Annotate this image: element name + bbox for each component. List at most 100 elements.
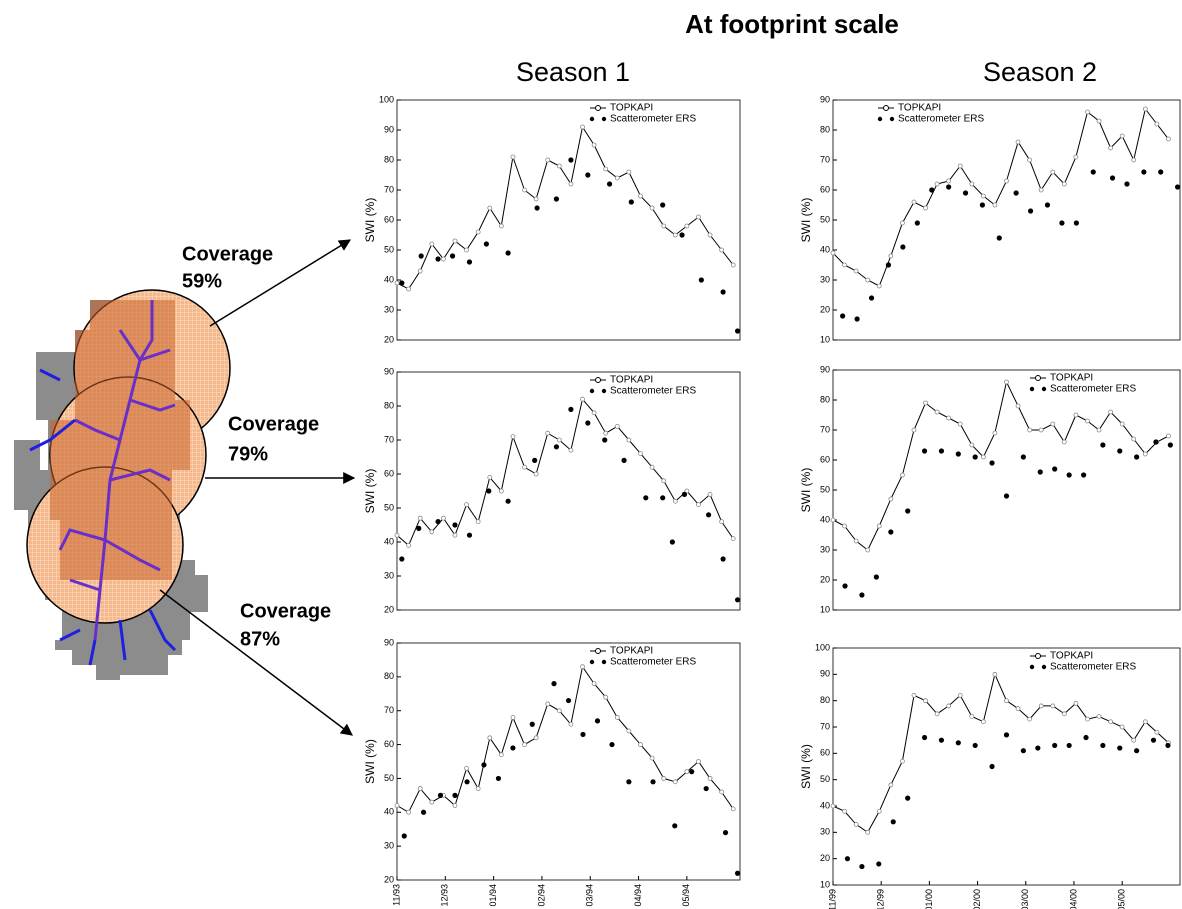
scatter-point bbox=[873, 574, 879, 580]
line-marker bbox=[545, 701, 551, 707]
line-marker bbox=[707, 776, 713, 781]
line-marker bbox=[830, 517, 836, 523]
scatter-point bbox=[938, 737, 945, 743]
x-tick-label: 02/94 bbox=[536, 884, 546, 907]
line-marker bbox=[464, 247, 469, 253]
line-marker bbox=[1038, 187, 1044, 193]
arrow bbox=[209, 239, 352, 327]
line-marker bbox=[1166, 433, 1171, 439]
plot-frame bbox=[832, 99, 1181, 341]
scatter-point bbox=[553, 196, 560, 202]
line-marker bbox=[661, 776, 667, 781]
y-tick-label: 70 bbox=[820, 424, 830, 434]
scatter-point bbox=[705, 512, 712, 518]
line-marker bbox=[969, 714, 975, 719]
line-marker bbox=[900, 472, 905, 478]
legend-label: TOPKAPI bbox=[1050, 373, 1093, 384]
scatter-point bbox=[722, 830, 729, 836]
scatter-point bbox=[510, 745, 516, 751]
y-axis-label: SWI (%) bbox=[799, 744, 813, 789]
line-marker bbox=[911, 693, 917, 698]
scatter-point bbox=[1003, 493, 1010, 499]
river-outlets bbox=[29, 368, 177, 666]
legend-marker bbox=[601, 388, 607, 394]
line-marker bbox=[719, 789, 725, 795]
line-marker bbox=[556, 708, 562, 714]
scatter-point bbox=[1090, 169, 1096, 175]
line-marker bbox=[661, 223, 667, 229]
line-marker bbox=[603, 694, 609, 700]
line-marker bbox=[417, 786, 423, 791]
scatter-point bbox=[921, 734, 928, 741]
line-marker bbox=[510, 154, 516, 160]
scatter-point bbox=[914, 220, 920, 226]
line-marker bbox=[417, 515, 423, 521]
legend-marker bbox=[595, 648, 601, 654]
line-marker bbox=[1050, 703, 1056, 709]
y-tick-label: 80 bbox=[384, 671, 394, 681]
legend-label: TOPKAPI bbox=[610, 103, 653, 114]
legend-marker bbox=[589, 116, 595, 122]
line-marker bbox=[1061, 711, 1067, 717]
line-marker bbox=[1131, 436, 1137, 442]
line-marker bbox=[1131, 157, 1137, 163]
y-tick-label: 50 bbox=[384, 244, 394, 254]
line-marker bbox=[626, 728, 632, 734]
legend-marker bbox=[589, 388, 595, 394]
line-marker bbox=[957, 693, 963, 698]
line-marker bbox=[876, 283, 882, 289]
line-marker bbox=[522, 464, 527, 470]
scatter-point bbox=[466, 532, 473, 538]
line-marker bbox=[1027, 427, 1033, 433]
y-tick-label: 30 bbox=[384, 841, 394, 851]
line-marker bbox=[684, 488, 690, 494]
line-marker bbox=[498, 488, 504, 494]
line-chart: 20 30 40 50 60 70 80 90 11/93 12/93 01/94 02/94 03/9… bbox=[363, 637, 741, 907]
y-tick-label: 30 bbox=[384, 570, 394, 580]
legend-label: TOPKAPI bbox=[898, 103, 941, 114]
line-marker bbox=[992, 430, 998, 436]
line-marker bbox=[1027, 716, 1033, 722]
y-tick-label: 90 bbox=[384, 124, 394, 134]
line-marker bbox=[888, 253, 894, 259]
line-marker bbox=[911, 199, 917, 205]
line-marker bbox=[522, 742, 527, 747]
line-marker bbox=[1142, 451, 1148, 457]
line-marker bbox=[1166, 136, 1171, 142]
y-tick-label: 30 bbox=[384, 304, 394, 314]
scatter-point bbox=[1153, 439, 1159, 445]
line-marker bbox=[1004, 698, 1009, 704]
y-tick-label: 50 bbox=[384, 773, 394, 783]
scatter-point bbox=[452, 792, 458, 798]
y-tick-label: 50 bbox=[820, 774, 830, 784]
line-marker bbox=[556, 163, 562, 169]
plot-frame bbox=[396, 371, 741, 611]
scatter-point bbox=[1165, 742, 1171, 749]
scatter-point bbox=[876, 861, 882, 867]
scatter-point bbox=[568, 157, 574, 163]
line-marker bbox=[556, 437, 562, 443]
x-tick-label: 12/99 bbox=[876, 889, 886, 909]
line-marker bbox=[475, 786, 481, 791]
scatter-point bbox=[534, 205, 540, 211]
x-tick-label: 05/94 bbox=[681, 884, 691, 907]
x-tick-label: 11/99 bbox=[827, 889, 837, 909]
scatter-point bbox=[628, 199, 634, 205]
scatter-point bbox=[416, 525, 422, 532]
scatter-point bbox=[609, 741, 615, 748]
y-tick-label: 40 bbox=[384, 274, 394, 284]
line-marker bbox=[649, 205, 655, 211]
scatter-point bbox=[626, 779, 632, 785]
scatter-point bbox=[486, 488, 492, 494]
line-marker bbox=[475, 229, 481, 235]
line-marker bbox=[1085, 418, 1090, 424]
scatter-point bbox=[888, 529, 894, 535]
line-marker bbox=[1073, 412, 1079, 418]
y-tick-label: 20 bbox=[820, 574, 830, 584]
line-marker bbox=[730, 262, 736, 268]
y-tick-label: 90 bbox=[384, 637, 394, 647]
scatter-point bbox=[946, 184, 952, 190]
scatter-point bbox=[1052, 742, 1058, 749]
